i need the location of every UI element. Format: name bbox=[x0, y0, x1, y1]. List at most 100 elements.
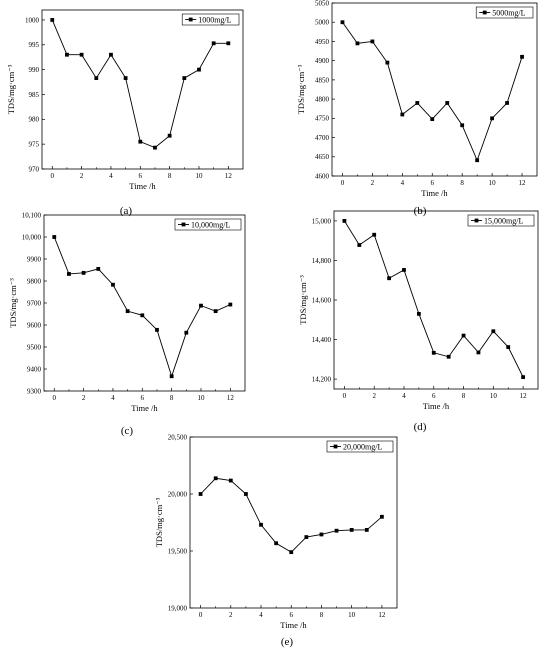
y-axis-label: TDS/mg·cm⁻³ bbox=[8, 278, 18, 328]
x-tick-label: 6 bbox=[289, 611, 293, 619]
data-point-marker bbox=[94, 76, 99, 80]
data-point-marker bbox=[319, 532, 324, 537]
chart-panel-1: 0 2 4 6 8 10 12 4600 4650 4700 4750 4800 4850 4900 495… bbox=[296, 0, 538, 217]
y-axis-label: TDS/mg·cm⁻³ bbox=[154, 497, 164, 547]
y-tick-label: 4700 bbox=[315, 134, 330, 142]
legend-box bbox=[174, 218, 242, 231]
y-tick-label: 9800 bbox=[27, 277, 42, 285]
data-point-marker bbox=[228, 302, 233, 307]
plot-frame bbox=[41, 9, 244, 170]
y-tick-label: 985 bbox=[29, 91, 40, 99]
chart-panel-3: 0 2 4 6 8 10 12 14,200 14,400 14,600 14,800 15,000 T… bbox=[298, 210, 539, 433]
data-point-marker bbox=[475, 158, 480, 163]
x-tick-label: 0 bbox=[51, 172, 55, 180]
y-tick-label: 9500 bbox=[27, 343, 42, 351]
y-tick-label: 9300 bbox=[27, 387, 42, 395]
legend-box bbox=[326, 440, 394, 453]
x-tick-label: 6 bbox=[141, 394, 145, 402]
data-point-marker bbox=[140, 313, 145, 318]
data-point-marker bbox=[289, 550, 294, 555]
plot-frame bbox=[331, 2, 538, 177]
y-tick-label: 990 bbox=[29, 66, 40, 74]
x-axis-label: Time /h bbox=[129, 181, 156, 191]
data-point-marker bbox=[50, 18, 55, 22]
data-point-marker bbox=[520, 54, 524, 59]
y-tick-label: 10,000 bbox=[22, 233, 42, 241]
data-point-marker bbox=[506, 345, 511, 349]
x-tick-label: 2 bbox=[371, 179, 375, 187]
legend-entry: 20,000mg/L bbox=[343, 442, 382, 451]
data-point-marker bbox=[274, 541, 279, 546]
x-tick-label: 10 bbox=[197, 394, 205, 402]
data-point-marker bbox=[111, 282, 115, 287]
data-point-marker bbox=[357, 243, 362, 247]
legend-marker-swatch bbox=[181, 222, 186, 227]
series-line bbox=[53, 236, 231, 378]
y-tick-label: 14,800 bbox=[312, 257, 332, 265]
data-point-marker bbox=[334, 528, 339, 533]
y-tick-label: 19,000 bbox=[168, 604, 188, 612]
y-tick-label: 4750 bbox=[315, 115, 330, 123]
x-tick-label: 12 bbox=[378, 611, 386, 619]
series-line bbox=[342, 21, 523, 162]
data-point-marker bbox=[125, 309, 130, 314]
x-tick-label: 8 bbox=[320, 611, 324, 619]
x-tick-label: 12 bbox=[227, 394, 235, 402]
x-tick-label: 4 bbox=[401, 179, 405, 187]
x-tick-label: 6 bbox=[432, 392, 436, 400]
y-tick-label: 10,100 bbox=[22, 211, 42, 219]
data-point-marker bbox=[213, 476, 218, 481]
y-tick-label: 4850 bbox=[315, 76, 330, 84]
y-axis-label: TDS/mg·cm⁻³ bbox=[298, 275, 308, 325]
data-point-marker bbox=[340, 20, 345, 25]
x-tick-label: 10 bbox=[195, 172, 203, 180]
series-line bbox=[200, 477, 383, 553]
legend-entry: 15,000mg/L bbox=[484, 216, 523, 225]
x-tick-label: 2 bbox=[372, 392, 376, 400]
x-tick-label: 8 bbox=[170, 394, 174, 402]
chart-panel-2: 0 2 4 6 8 10 12 9300 9400 9500 9600 9700 9800 9900 10,… bbox=[8, 211, 246, 437]
y-tick-label: 1000 bbox=[25, 16, 40, 24]
y-tick-label: 20,000 bbox=[168, 490, 188, 498]
data-point-marker bbox=[431, 350, 436, 355]
data-point-marker bbox=[491, 329, 496, 334]
data-point-marker bbox=[244, 492, 248, 496]
chart-panel-0: 0 2 4 6 8 10 12 970 975 980 985 990 995 1000 Time /h TD… bbox=[6, 9, 244, 217]
panel-caption: (e) bbox=[281, 636, 294, 648]
x-tick-label: 6 bbox=[431, 179, 435, 187]
panel-caption: (c) bbox=[121, 425, 134, 437]
data-point-marker bbox=[226, 41, 231, 46]
plot-frame bbox=[43, 214, 246, 392]
legend-entry: 1000mg/L bbox=[198, 15, 231, 24]
y-axis-label: TDS/mg·cm⁻³ bbox=[296, 64, 306, 114]
legend-box bbox=[475, 6, 534, 19]
data-point-marker bbox=[198, 492, 203, 496]
data-point-marker bbox=[138, 139, 143, 144]
x-tick-label: 10 bbox=[490, 392, 498, 400]
data-point-marker bbox=[385, 60, 390, 65]
data-point-marker bbox=[460, 123, 465, 128]
x-tick-label: 0 bbox=[343, 392, 347, 400]
data-point-marker bbox=[228, 478, 233, 483]
data-point-marker bbox=[304, 535, 309, 539]
data-point-marker bbox=[197, 67, 201, 72]
plot-frame bbox=[189, 436, 398, 609]
data-point-marker bbox=[96, 267, 101, 271]
x-tick-label: 10 bbox=[489, 179, 497, 187]
data-point-marker bbox=[372, 232, 377, 237]
data-point-marker bbox=[182, 76, 187, 80]
x-tick-label: 6 bbox=[139, 172, 143, 180]
data-point-marker bbox=[167, 133, 172, 138]
x-tick-label: 12 bbox=[225, 172, 233, 180]
data-point-marker bbox=[355, 41, 360, 46]
data-point-marker bbox=[379, 514, 384, 519]
data-point-marker bbox=[461, 333, 466, 338]
y-tick-label: 4650 bbox=[315, 153, 330, 161]
legend-box bbox=[467, 214, 535, 227]
plot-frame bbox=[333, 210, 539, 390]
data-point-marker bbox=[521, 375, 526, 380]
y-tick-label: 14,200 bbox=[312, 376, 332, 384]
data-point-marker bbox=[400, 112, 405, 117]
data-point-marker bbox=[52, 235, 57, 239]
